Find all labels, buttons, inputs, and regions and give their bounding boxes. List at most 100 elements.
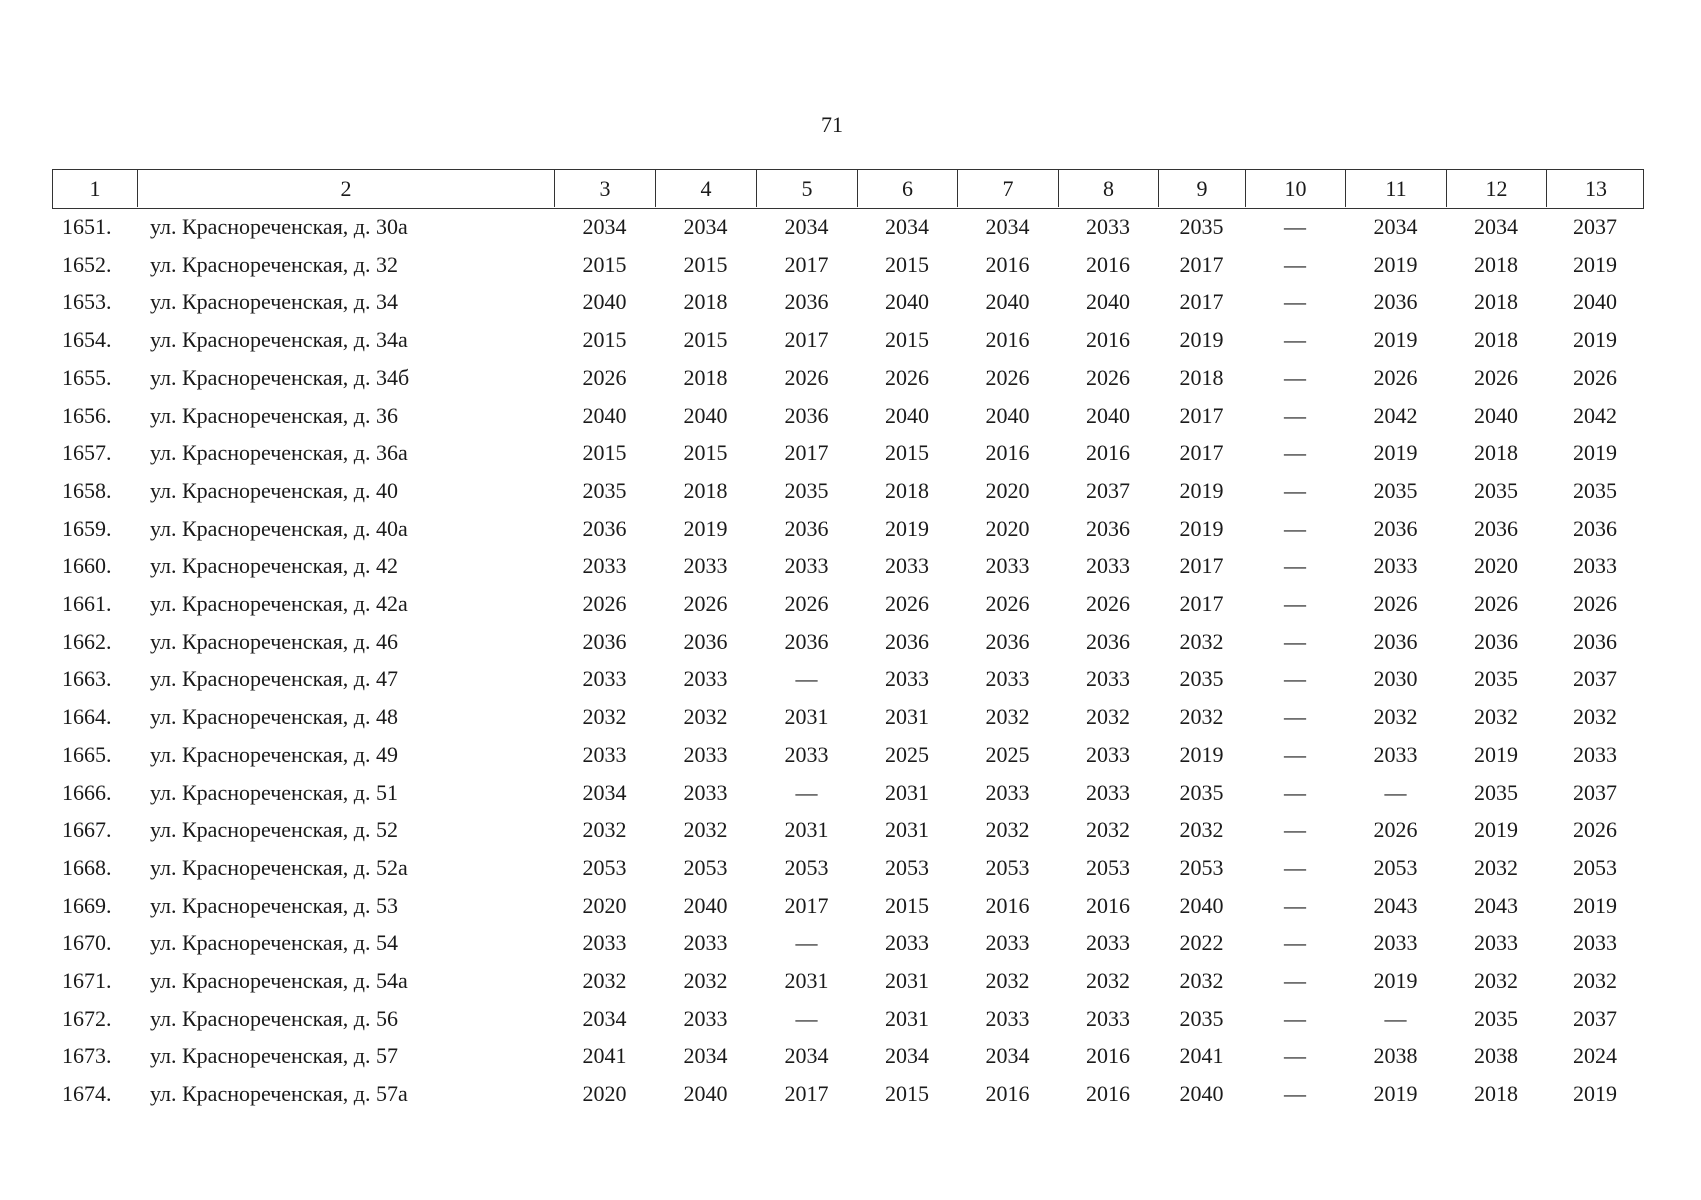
address: ул. Краснореченская, д. 52а bbox=[150, 854, 408, 880]
year-cell: 2031 bbox=[885, 704, 929, 730]
row-number: 1658. bbox=[62, 477, 112, 503]
year-cell: 2019 bbox=[1179, 477, 1224, 503]
header-cell: 10 bbox=[1246, 170, 1346, 207]
year-cell: 2031 bbox=[885, 1005, 929, 1031]
year-cell: 2036 bbox=[1086, 628, 1130, 654]
year-cell: 2032 bbox=[985, 704, 1030, 730]
year-cell: 2018 bbox=[885, 477, 929, 503]
year-cell: 2053 bbox=[582, 854, 627, 880]
year-cell: 2035 bbox=[1474, 779, 1518, 805]
row-number: 1653. bbox=[62, 289, 112, 315]
address: ул. Краснореченская, д. 49 bbox=[150, 741, 399, 767]
year-cell: 2033 bbox=[1373, 741, 1418, 767]
year-cell: 2018 bbox=[683, 364, 728, 390]
year-cell: 2033 bbox=[582, 666, 627, 692]
year-cell: 2033 bbox=[985, 553, 1030, 579]
year-cell: 2053 bbox=[985, 854, 1030, 880]
year-cell: 2033 bbox=[683, 930, 728, 956]
year-cell: 2040 bbox=[683, 402, 728, 428]
year-cell: 2036 bbox=[784, 515, 829, 541]
row-number: 1672. bbox=[62, 1005, 112, 1031]
address: ул. Краснореченская, д. 51 bbox=[150, 779, 399, 805]
year-cell: 2034 bbox=[683, 214, 728, 239]
year-cell: 2015 bbox=[885, 892, 929, 918]
year-cell: — bbox=[1284, 214, 1306, 239]
header-cell: 1 bbox=[53, 170, 138, 207]
year-cell: 2026 bbox=[1086, 364, 1130, 390]
year-cell: — bbox=[1284, 591, 1306, 616]
year-cell: — bbox=[1284, 741, 1306, 767]
year-cell: 2032 bbox=[1474, 704, 1518, 730]
row-number: 1670. bbox=[62, 930, 112, 956]
header-cell: 3 bbox=[555, 170, 656, 207]
year-cell: 2032 bbox=[1373, 704, 1418, 730]
year-cell: 2019 bbox=[1573, 327, 1617, 353]
year-cell: 2015 bbox=[885, 251, 929, 277]
year-cell: 2017 bbox=[784, 440, 829, 466]
year-cell: 2015 bbox=[885, 1081, 929, 1107]
year-cell: 2015 bbox=[683, 440, 728, 466]
year-cell: 2015 bbox=[885, 327, 929, 353]
year-cell: 2031 bbox=[784, 817, 829, 843]
address: ул. Краснореченская, д. 40 bbox=[150, 477, 399, 503]
row-number: 1664. bbox=[62, 704, 112, 730]
year-cell: — bbox=[1284, 817, 1306, 843]
address: ул. Краснореченская, д. 48 bbox=[150, 704, 399, 730]
year-cell: 2019 bbox=[1573, 1081, 1617, 1107]
year-cell: 2035 bbox=[1474, 666, 1518, 692]
year-cell: 2033 bbox=[985, 1005, 1030, 1031]
year-cell: 2026 bbox=[582, 364, 627, 390]
year-cell: — bbox=[1284, 515, 1306, 541]
year-cell: 2026 bbox=[1474, 591, 1518, 616]
year-cell: 2030 bbox=[1373, 666, 1418, 692]
year-cell: 2036 bbox=[683, 628, 728, 654]
address: ул. Краснореченская, д. 54 bbox=[150, 930, 399, 956]
header-cell: 6 bbox=[858, 170, 958, 207]
year-cell: 2019 bbox=[1179, 327, 1224, 353]
year-cell: 2040 bbox=[1474, 402, 1518, 428]
year-cell: 2033 bbox=[683, 553, 728, 579]
address: ул. Краснореченская, д. 46 bbox=[150, 628, 399, 654]
year-cell: 2035 bbox=[1179, 214, 1224, 239]
address: ул. Краснореченская, д. 52 bbox=[150, 817, 399, 843]
address: ул. Краснореченская, д. 57а bbox=[150, 1081, 408, 1107]
year-cell: 2035 bbox=[1474, 477, 1518, 503]
year-cell: 2020 bbox=[582, 1081, 627, 1107]
year-cell: 2033 bbox=[1086, 741, 1130, 767]
year-cell: 2018 bbox=[1474, 1081, 1518, 1107]
address: ул. Краснореченская, д. 34 bbox=[150, 289, 399, 315]
year-cell: 2053 bbox=[683, 854, 728, 880]
year-cell: 2026 bbox=[784, 364, 829, 390]
year-cell: 2031 bbox=[885, 779, 929, 805]
year-cell: 2033 bbox=[1373, 930, 1418, 956]
year-cell: 2053 bbox=[1573, 854, 1617, 880]
year-cell: 2042 bbox=[1373, 402, 1418, 428]
address: ул. Краснореченская, д. 42 bbox=[150, 553, 399, 579]
year-cell: 2026 bbox=[985, 591, 1030, 616]
year-cell: 2034 bbox=[784, 214, 829, 239]
year-cell: 2024 bbox=[1573, 1043, 1617, 1069]
row-number: 1655. bbox=[62, 364, 112, 390]
year-cell: 2033 bbox=[683, 741, 728, 767]
address: ул. Краснореченская, д. 36а bbox=[150, 440, 408, 466]
year-cell: 2015 bbox=[582, 440, 627, 466]
year-cell: 2016 bbox=[1086, 251, 1130, 277]
year-cell: — bbox=[1284, 854, 1306, 880]
year-cell: 2017 bbox=[1179, 251, 1224, 277]
year-cell: 2040 bbox=[885, 289, 929, 315]
year-cell: 2033 bbox=[1373, 553, 1418, 579]
year-cell: 2026 bbox=[1573, 364, 1617, 390]
year-cell: 2020 bbox=[1474, 553, 1518, 579]
address: ул. Краснореченская, д. 54а bbox=[150, 968, 408, 993]
year-cell: — bbox=[1284, 1081, 1306, 1107]
year-cell: 2040 bbox=[1179, 1081, 1224, 1107]
address: ул. Краснореченская, д. 47 bbox=[150, 666, 399, 692]
year-cell: 2041 bbox=[1179, 1043, 1224, 1069]
year-cell: 2020 bbox=[582, 892, 627, 918]
row-number: 1662. bbox=[62, 628, 112, 654]
year-cell: 2038 bbox=[1474, 1043, 1518, 1069]
year-cell: — bbox=[1284, 628, 1306, 654]
year-cell: 2035 bbox=[1179, 666, 1224, 692]
year-cell: — bbox=[1284, 892, 1306, 918]
year-cell: 2015 bbox=[885, 440, 929, 466]
